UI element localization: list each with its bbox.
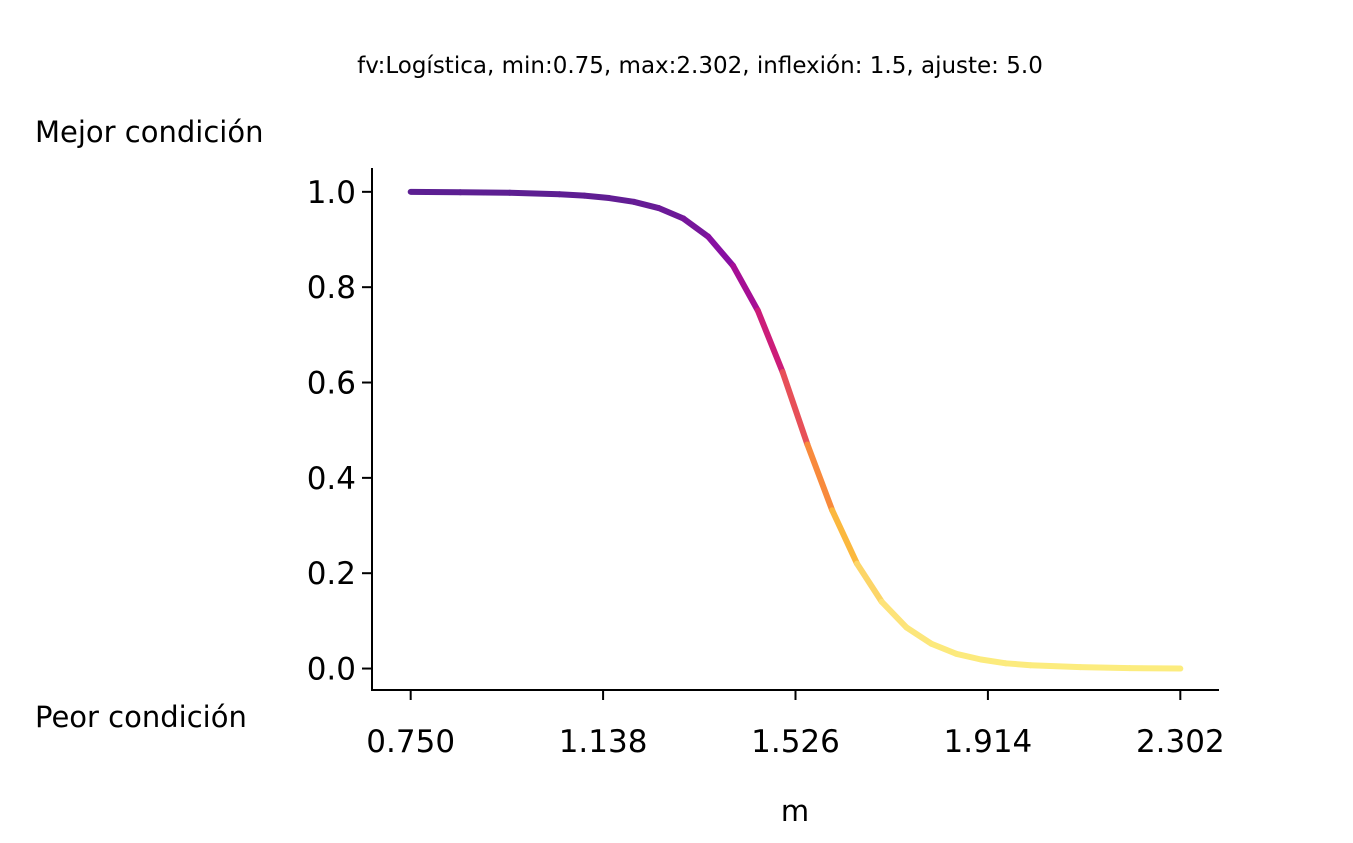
y-tick-label: 0.6 [307,366,356,402]
curve-segment [829,507,860,567]
y-tick-label: 0.8 [307,270,356,306]
curve-segment [903,624,935,647]
curve-segment [878,598,910,631]
data-curve [407,188,1184,672]
curve-segment [1077,664,1133,672]
y-axis-ticks: 0.0 0.2 0.4 0.6 0.8 1.0 [307,175,372,688]
x-tick-label: 0.750 [366,724,455,760]
y-tick-label: 1.0 [307,175,356,211]
curve-segment [754,307,786,376]
curve-segment [779,369,811,448]
curve-segment [977,656,1009,667]
y-tick-label: 0.2 [307,556,356,592]
y-label-best: Mejor condición [35,115,263,149]
curve-segment [1027,662,1084,671]
curve-segment [804,441,836,514]
curve-segment [853,560,885,605]
x-tick-label: 2.302 [1136,724,1225,760]
y-tick-label: 0.0 [307,652,356,688]
curve-segment [1002,660,1034,669]
x-axis-ticks: 0.750 1.138 1.526 1.914 2.302 [366,690,1225,760]
y-label-worst: Peor condición [35,700,247,734]
curve-segment [581,192,613,202]
x-tick-label: 1.138 [559,724,648,760]
x-tick-label: 1.914 [944,724,1033,760]
curve-segment [630,198,662,212]
chart-title: fv:Logística, min:0.75, max:2.302, infle… [357,53,1043,79]
x-tick-label: 1.526 [751,724,840,760]
curve-segment [705,233,737,269]
y-tick-label: 0.4 [307,461,356,497]
curve-segment [655,205,687,222]
curve-segment [730,262,761,314]
curve-segment [928,640,960,657]
curve-segment [953,650,984,663]
curve-segment [680,215,712,240]
curve-segment [556,191,588,199]
curve-segment [506,189,563,198]
x-axis-label: m [781,794,809,828]
curve-segment [606,195,637,205]
